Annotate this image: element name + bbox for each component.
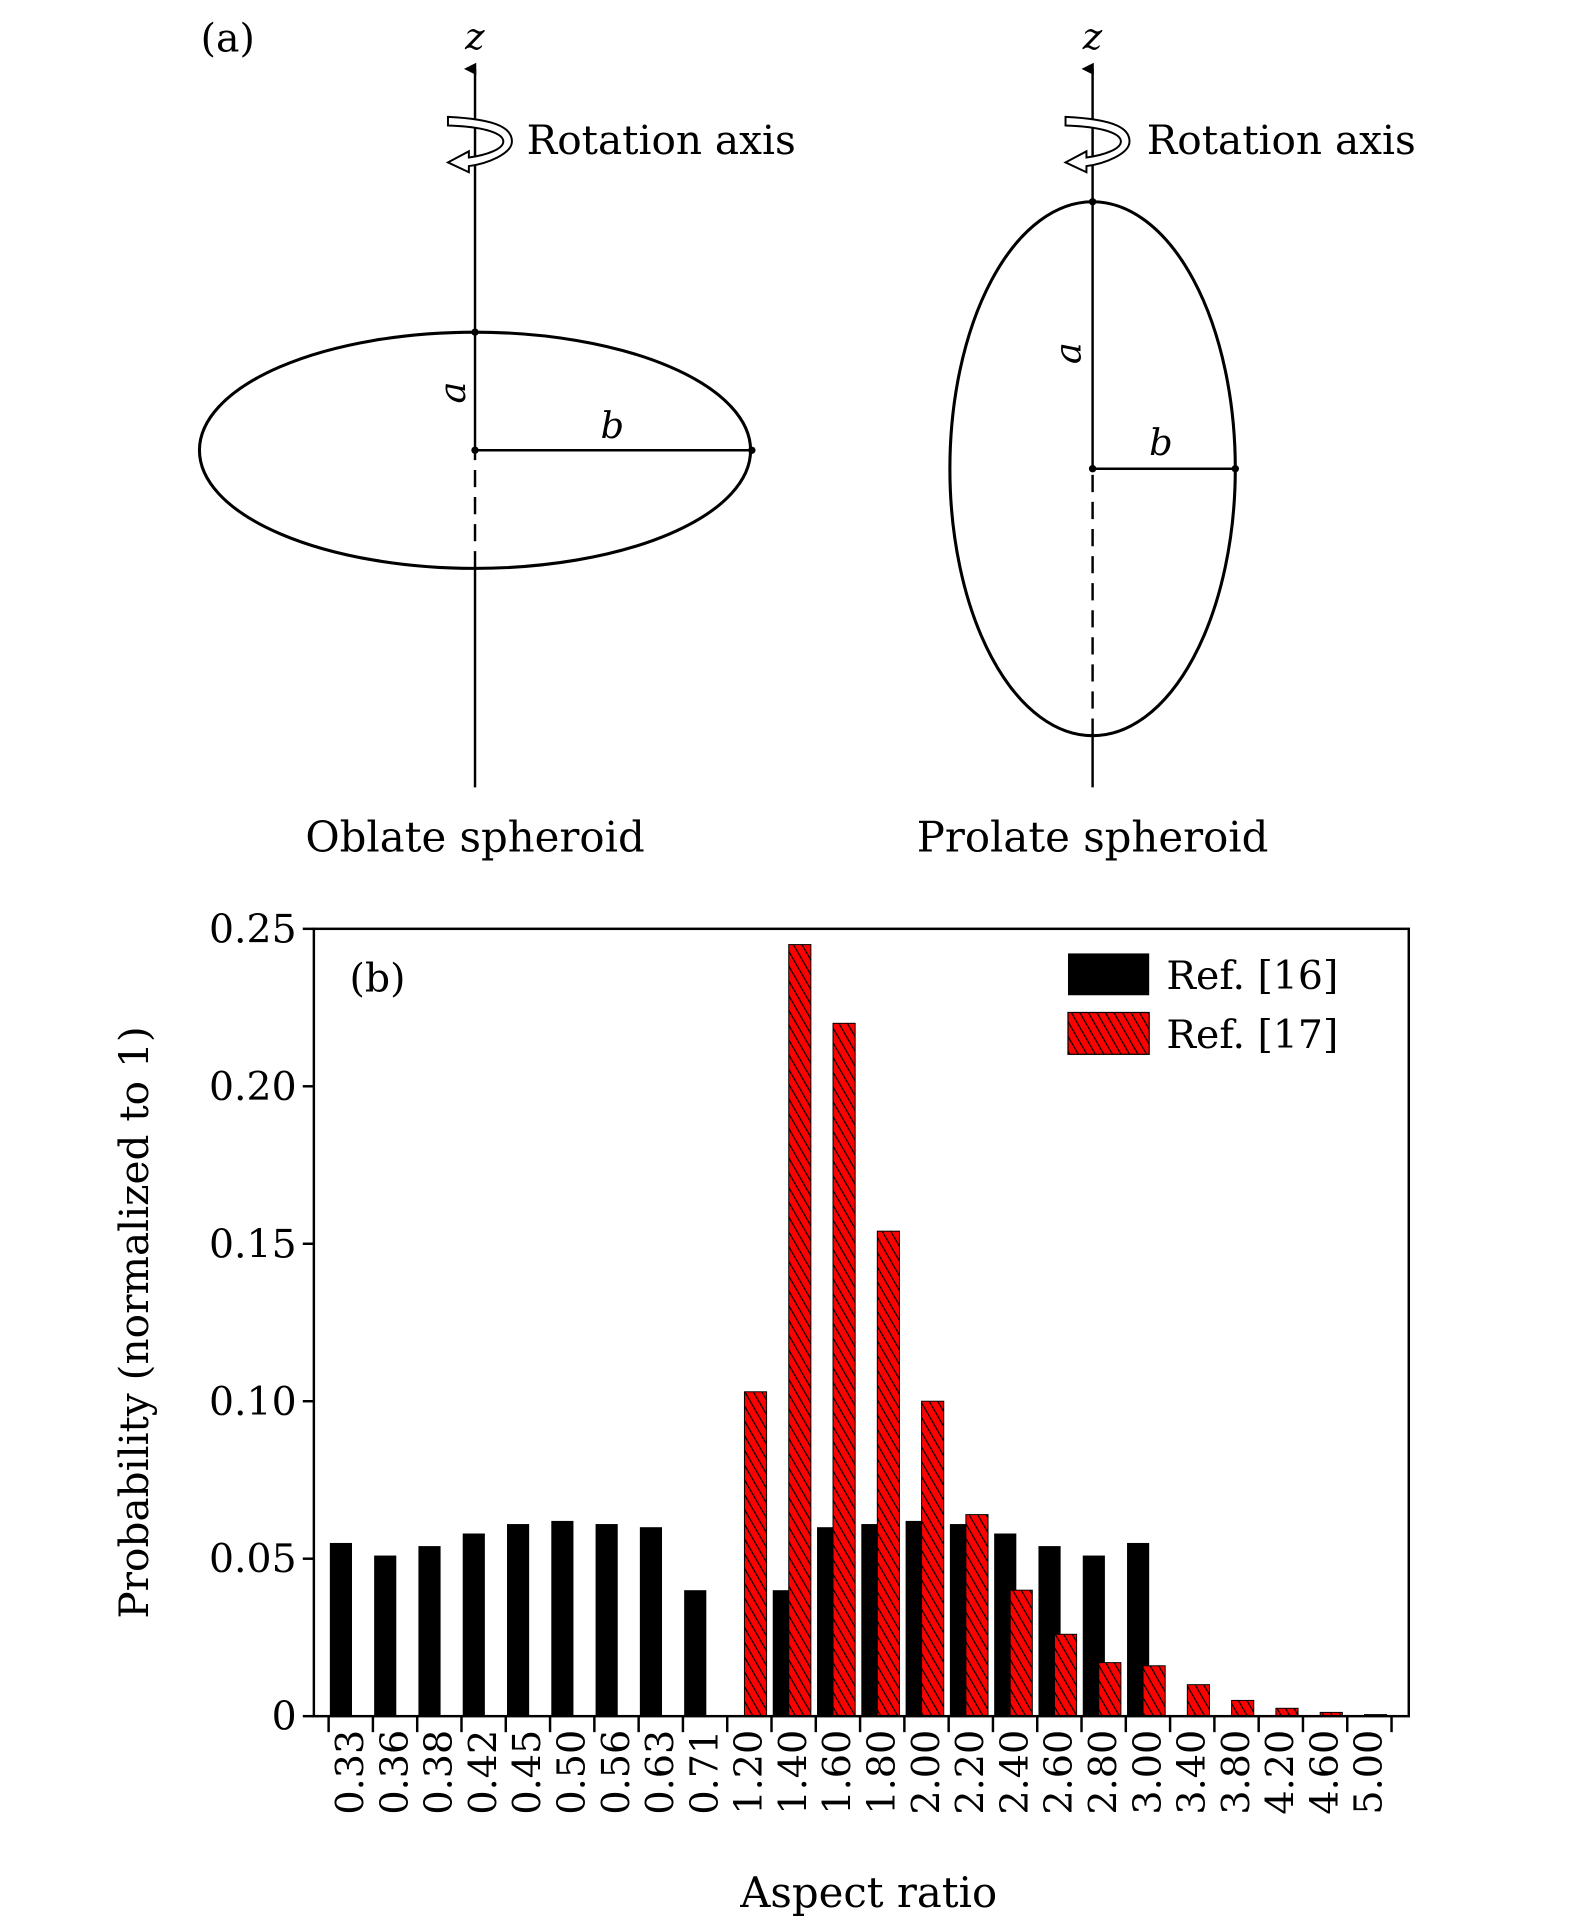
x-tick-label: 5.00: [1347, 1730, 1391, 1815]
rotation-axis-label: Rotation axis: [1147, 116, 1416, 164]
bar-ref17-2.80: [1098, 1662, 1122, 1717]
x-tick-label: 0.45: [505, 1730, 549, 1815]
point: [748, 446, 756, 454]
y-axis: 0 0.05 0.10 0.15 0.20 0.25: [209, 906, 314, 1740]
x-tick-label: 0.71: [682, 1730, 726, 1815]
z-axis-label: z: [1082, 15, 1103, 58]
semi-axis-a-label: a: [1046, 342, 1089, 364]
bar-ref17-3.40: [1186, 1684, 1210, 1717]
bar-ref17-1.40: [788, 944, 812, 1717]
bar-ref17-2.00: [921, 1400, 945, 1717]
bar-ref17-2.20: [965, 1514, 989, 1717]
x-tick-label: 0.42: [461, 1730, 505, 1815]
rotation-axis-label: Rotation axis: [527, 116, 796, 164]
prolate-caption: Prolate spheroid: [917, 812, 1269, 861]
bar-ref16-0.33: [329, 1542, 352, 1717]
x-tick-label: 2.60: [1037, 1730, 1081, 1815]
prolate-diagram: z Rotation axis a b Prolate spheroid: [917, 15, 1416, 861]
panel-a-label: (a): [201, 16, 255, 62]
point: [1088, 465, 1097, 473]
bars: [329, 944, 1388, 1717]
x-tick-label: 2.20: [948, 1730, 992, 1815]
x-tick-label: 1.60: [815, 1730, 859, 1815]
panel-a: (a) z Rotation axis a b Oblate spheroid: [197, 15, 1416, 861]
point: [1231, 465, 1239, 473]
bar-ref17-1.60: [832, 1022, 856, 1717]
rotation-arrow-icon: [445, 115, 513, 174]
x-tick-label: 4.60: [1302, 1730, 1346, 1815]
legend: Ref. [16] Ref. [17]: [1067, 953, 1338, 1058]
x-tick-label: 0.36: [372, 1730, 416, 1815]
y-tick-label: 0.20: [209, 1064, 297, 1110]
x-tick-label: 1.80: [860, 1730, 904, 1815]
panel-b-label: (b): [350, 956, 406, 1002]
bar-ref17-3.80: [1231, 1699, 1255, 1717]
bar-ref17-3.00: [1142, 1665, 1166, 1717]
legend-label-ref16: Ref. [16]: [1166, 953, 1338, 999]
bar-ref17-2.60: [1053, 1633, 1078, 1717]
bar-ref17-1.20: [743, 1391, 768, 1717]
bar-ref17-1.80: [876, 1230, 900, 1717]
y-tick-label: 0.05: [209, 1536, 297, 1582]
z-axis-label: z: [464, 15, 485, 58]
bar-ref16-0.42: [462, 1533, 485, 1717]
oblate-caption: Oblate spheroid: [305, 812, 644, 861]
bar-ref16-0.38: [418, 1546, 441, 1717]
y-tick-label: 0: [272, 1694, 297, 1740]
bar-ref16-0.50: [551, 1520, 574, 1717]
point: [471, 446, 479, 454]
bar-ref17-2.40: [1009, 1589, 1033, 1717]
bar-ref16-0.63: [639, 1527, 663, 1717]
x-tick-label: 2.00: [904, 1730, 948, 1815]
y-tick-label: 0.25: [209, 906, 297, 952]
legend-swatch-ref17: [1067, 1011, 1150, 1055]
bar-ref16-0.36: [374, 1555, 397, 1717]
y-axis-label: Probability (normalized to 1): [110, 1026, 158, 1618]
bar-ref16-0.71: [684, 1590, 707, 1717]
bar-ref16-0.45: [507, 1524, 530, 1717]
panel-b-chart: 00.050.100.150.200.25 0.33 0.36 0.38 0.42 0.…: [110, 906, 1410, 1917]
x-tick-label: 3.00: [1125, 1730, 1169, 1815]
legend-label-ref17: Ref. [17]: [1166, 1012, 1338, 1058]
x-tick-label: 0.33: [328, 1730, 372, 1815]
x-tick-label: 2.80: [1081, 1730, 1125, 1815]
x-tick-label: 1.20: [727, 1730, 771, 1815]
x-tick-label: 0.38: [417, 1730, 461, 1815]
x-axis: 0.33 0.36 0.38 0.42 0.45 0.50 0.56 0.63 0.71 1.20…: [327, 1716, 1393, 1815]
semi-axis-a-label: a: [431, 382, 474, 404]
semi-axis-b-label: b: [601, 404, 625, 447]
x-tick-label: 0.50: [550, 1730, 594, 1815]
x-tick-label: 2.40: [992, 1730, 1036, 1815]
y-tick-label: 0.10: [209, 1379, 297, 1425]
rotation-arrow-icon: [1063, 115, 1131, 174]
semi-axis-b-label: b: [1149, 421, 1173, 464]
x-axis-label: Aspect ratio: [739, 1868, 997, 1917]
bar-ref16-0.56: [595, 1524, 618, 1717]
x-tick-label: 1.40: [771, 1730, 815, 1815]
x-tick-label: 0.56: [594, 1730, 638, 1815]
legend-swatch-ref16: [1067, 953, 1150, 996]
x-tick-label: 3.80: [1214, 1730, 1258, 1815]
oblate-diagram: z Rotation axis a b Oblate spheroid: [197, 15, 796, 861]
point: [471, 328, 479, 336]
x-tick-label: 0.63: [638, 1730, 682, 1815]
x-tick-label: 3.40: [1170, 1730, 1214, 1815]
x-tick-label: 4.20: [1258, 1730, 1302, 1815]
y-tick-label: 0.15: [209, 1221, 297, 1267]
point: [1088, 198, 1097, 206]
